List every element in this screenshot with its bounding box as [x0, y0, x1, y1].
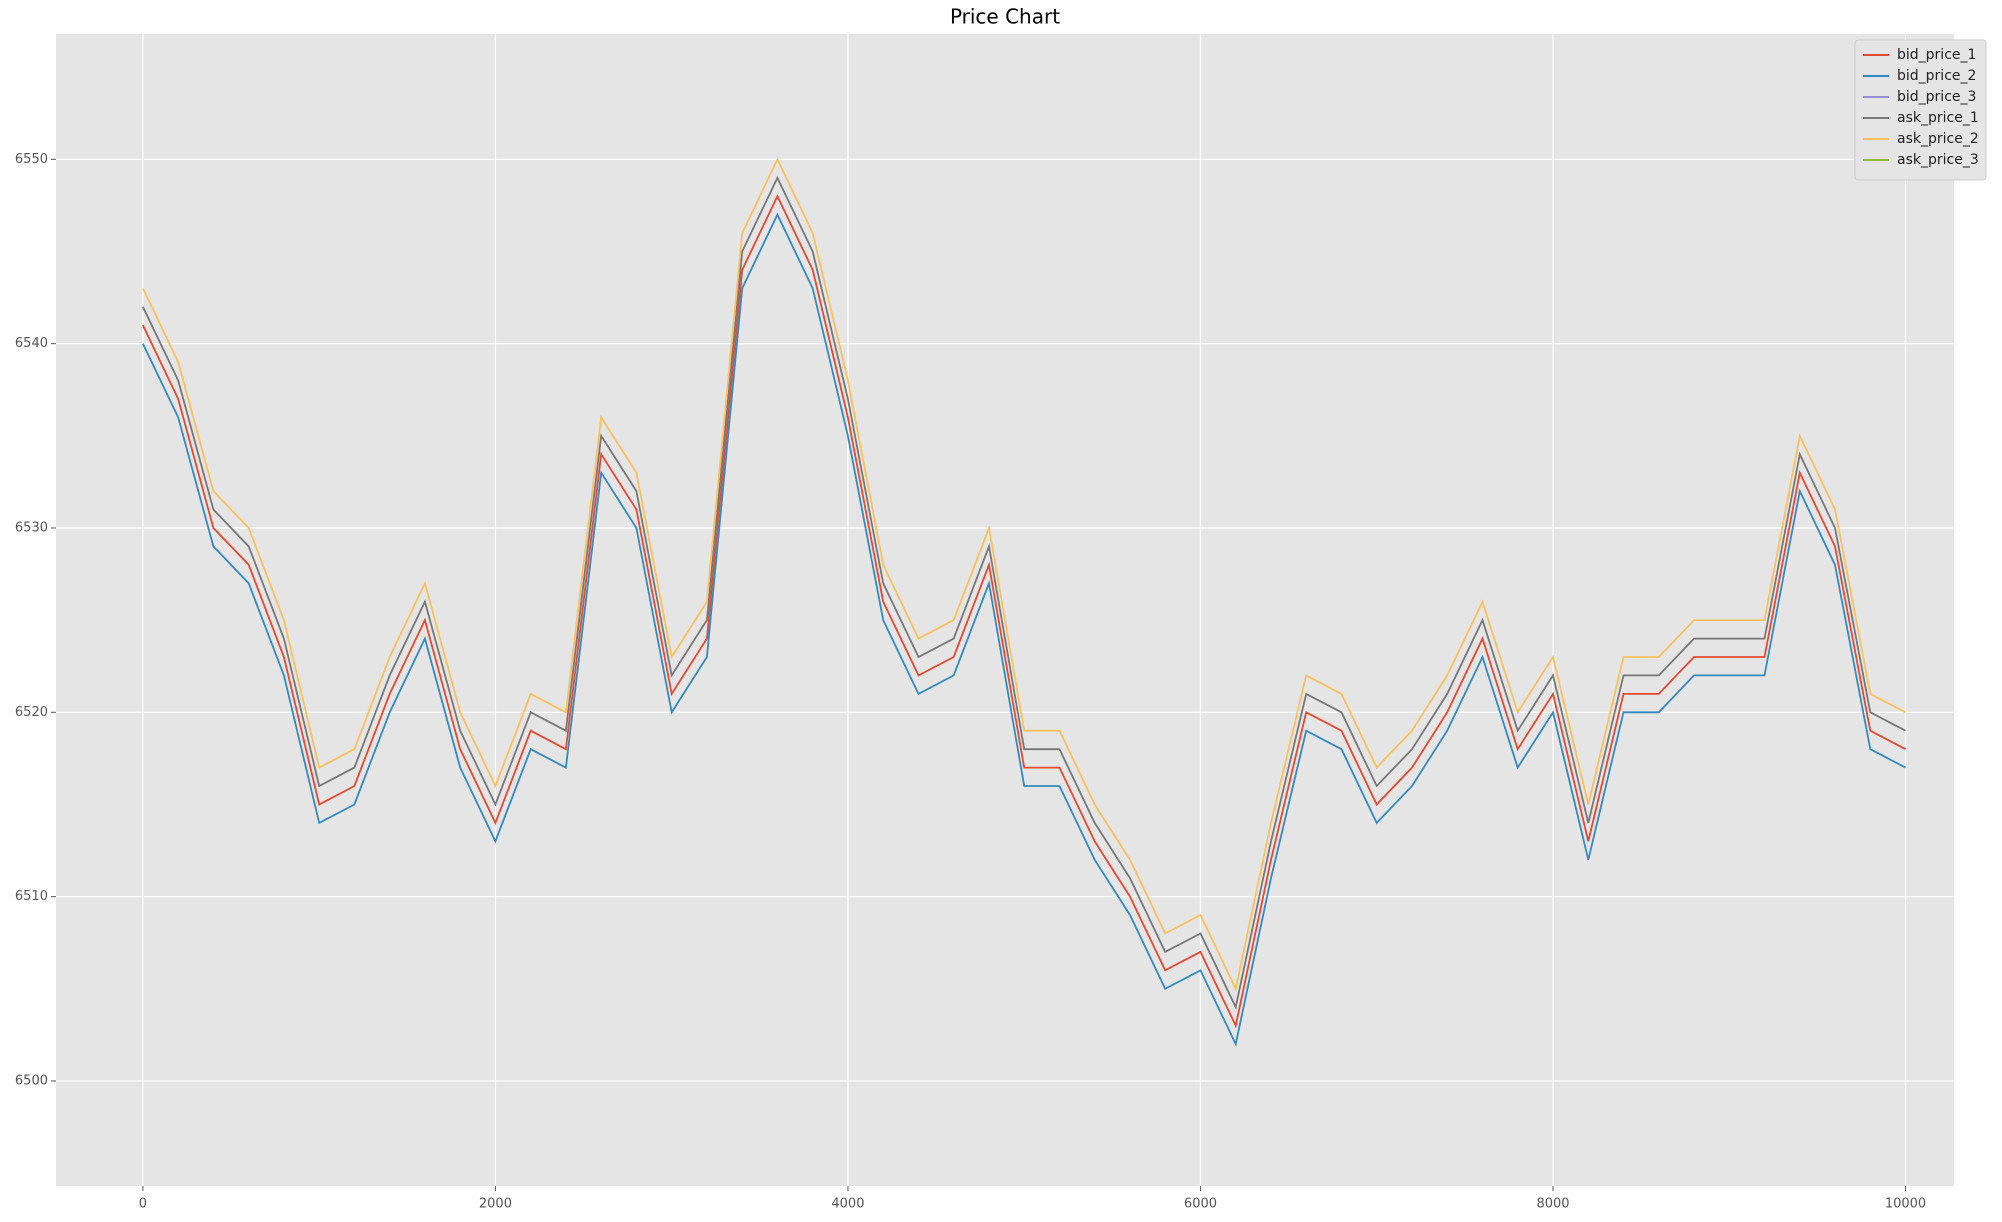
legend-label: ask_price_3 — [1897, 152, 1979, 168]
x-tick-label: 4000 — [831, 1197, 864, 1212]
series-line — [142, 194, 1906, 1029]
series-line — [142, 212, 1906, 1047]
x-tick-label: 0 — [139, 1197, 147, 1212]
legend-label: ask_price_1 — [1897, 110, 1979, 126]
y-tick-label: 6550 — [15, 152, 48, 167]
series-line — [142, 175, 1906, 1010]
legend-label: bid_price_3 — [1897, 89, 1976, 105]
series-line — [142, 157, 1906, 992]
legend-label: bid_price_1 — [1897, 47, 1976, 63]
y-tick-label: 6510 — [15, 889, 48, 904]
y-tick-label: 6530 — [15, 520, 48, 535]
y-tick-label: 6540 — [15, 336, 48, 351]
legend-label: ask_price_2 — [1897, 131, 1979, 147]
plot-background — [56, 34, 1954, 1186]
y-tick-label: 6500 — [15, 1073, 48, 1088]
legend-label: bid_price_2 — [1897, 68, 1976, 84]
y-tick-label: 6520 — [15, 705, 48, 720]
chart-title: Price Chart — [950, 5, 1060, 29]
x-tick-label: 10000 — [1885, 1197, 1926, 1212]
x-tick-label: 8000 — [1536, 1197, 1569, 1212]
x-tick-label: 6000 — [1184, 1197, 1217, 1212]
x-tick-label: 2000 — [479, 1197, 512, 1212]
